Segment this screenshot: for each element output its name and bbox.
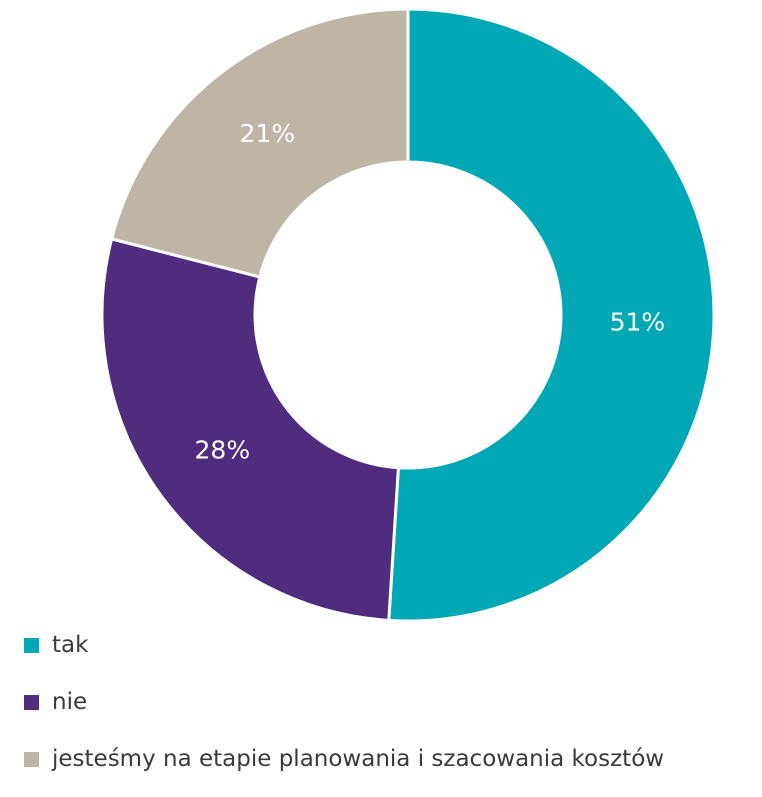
- legend-swatch-tak: [24, 637, 39, 653]
- donut-slice-2: [109, 7, 410, 279]
- legend-label-nie: nie: [52, 689, 88, 715]
- legend: tak nie jesteśmy na etapie planowania i …: [24, 626, 760, 797]
- legend-item-planning: jesteśmy na etapie planowania i szacowan…: [24, 740, 760, 778]
- legend-label-planning: jesteśmy na etapie planowania i szacowan…: [52, 746, 665, 772]
- donut-slice-0: [387, 7, 716, 623]
- legend-swatch-planning: [24, 751, 39, 767]
- slice-label-1: 28%: [195, 435, 251, 464]
- slice-label-2: 21%: [240, 119, 296, 148]
- legend-item-nie: nie: [24, 683, 760, 721]
- donut-chart-svg: 51% 28% 21%: [100, 7, 716, 623]
- donut-slice-1: [100, 237, 400, 622]
- legend-swatch-nie: [24, 694, 39, 710]
- slice-label-0: 51%: [610, 308, 666, 337]
- legend-item-tak: tak: [24, 626, 760, 664]
- legend-label-tak: tak: [52, 632, 89, 658]
